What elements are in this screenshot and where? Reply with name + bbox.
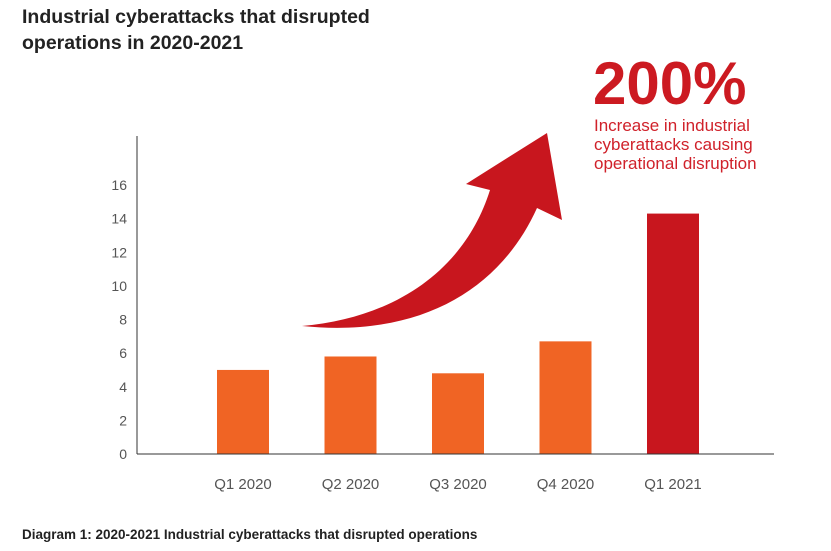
x-tick-label: Q1 2021 [644,476,702,493]
x-tick-label: Q3 2020 [429,476,487,493]
x-tick-label: Q4 2020 [537,476,595,493]
y-tick-label: 2 [119,412,127,428]
stat-description-line-2: cyberattacks causing [594,135,753,154]
bar-q1-2021 [647,213,699,454]
chart-title: Industrial cyberattacks that disrupted o… [22,4,462,56]
bar-q3-2020 [432,373,484,454]
chart-title-line-1: Industrial cyberattacks that disrupted [22,6,370,28]
figure-caption: Diagram 1: 2020-2021 Industrial cyberatt… [22,527,478,542]
y-tick-label: 4 [119,379,127,395]
bar-q4-2020 [539,341,592,454]
bar-q2-2020 [324,356,377,454]
y-tick-label: 6 [119,345,127,361]
y-tick-label: 12 [111,244,127,260]
y-tick-label: 16 [111,177,127,193]
y-tick-label: 14 [111,211,127,227]
stat-description-line-3: operational disruption [594,154,757,173]
chart-title-line-2: operations in 2020-2021 [22,32,244,54]
stat-value: 200% [593,50,747,117]
growth-arrow [302,133,562,328]
y-tick-label: 10 [111,278,127,294]
y-tick-label: 0 [119,446,127,462]
y-tick-label: 8 [119,312,127,328]
x-tick-label: Q2 2020 [322,476,380,493]
x-tick-label: Q1 2020 [214,476,272,493]
bar-q1-2020 [217,369,269,454]
stat-description-line-1: Increase in industrial [594,116,750,135]
stat-description: Increase in industrial cyberattacks caus… [594,116,824,173]
